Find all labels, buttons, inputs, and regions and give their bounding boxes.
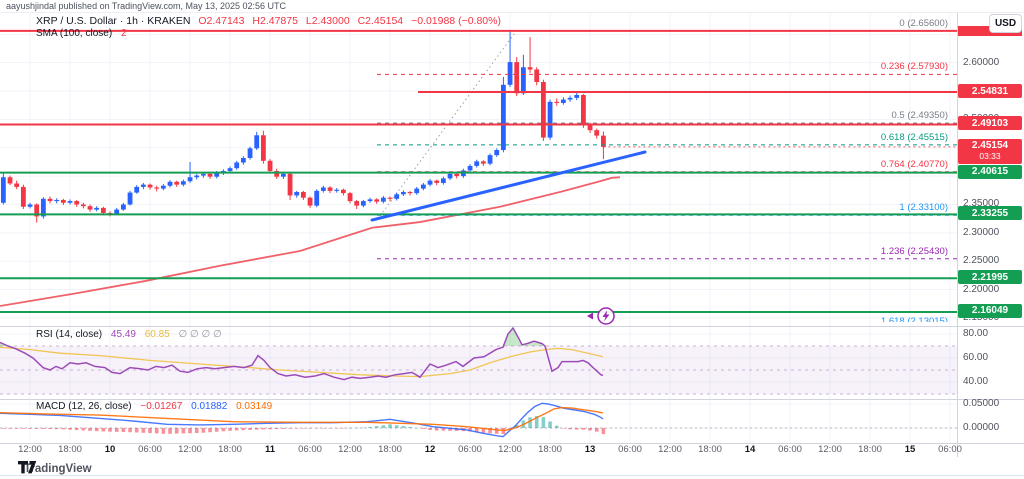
legend-close: C2.45154 — [357, 15, 404, 27]
quick-action-icon[interactable] — [587, 307, 615, 325]
rsi-legend[interactable]: RSI (14, close) 45.49 60.85 ∅ ∅ ∅ ∅ — [36, 329, 222, 340]
macd-legend-label: MACD (12, 26, close) — [36, 401, 132, 412]
rsi-ma-value: 60.85 — [144, 329, 170, 340]
fib-level-label: 0.236 (2.57930) — [880, 61, 948, 73]
time-axis-label: 18:00 — [858, 444, 882, 455]
time-axis-label: 18:00 — [378, 444, 402, 455]
time-axis-label: 12:00 — [338, 444, 362, 455]
time-axis-label: 06:00 — [938, 444, 962, 455]
price-level-badge: 2.16049 — [958, 303, 1022, 318]
time-axis-label: 12:00 — [18, 444, 42, 455]
currency-toggle-button[interactable]: USD — [989, 14, 1022, 33]
fib-level-label: 0 (2.65600) — [899, 17, 948, 29]
legend-change: −0.01988 (−0.80%) — [411, 15, 501, 27]
price-axis-label: 2.30000 — [963, 226, 1000, 238]
price-axis-label: 2.25000 — [963, 255, 1000, 267]
rsi-axis-label: 40.00 — [963, 376, 989, 387]
time-axis-label: 18:00 — [698, 444, 722, 455]
symbol-legend[interactable]: XRP / U.S. Dollar · 1h · KRAKEN O2.47143… — [36, 15, 501, 27]
price-level-badge: 2.54831 — [958, 84, 1022, 98]
time-axis-label: 12 — [424, 444, 436, 455]
macd-line-value: 0.01882 — [191, 401, 228, 412]
fib-level-label: 0.618 (2.45515) — [880, 131, 948, 143]
time-axis-label: 18:00 — [218, 444, 242, 455]
rsi-legend-label: RSI (14, close) — [36, 329, 103, 340]
time-axis-label: 06:00 — [618, 444, 642, 455]
time-axis-label: 12:00 — [818, 444, 842, 455]
time-axis-label: 11 — [264, 444, 276, 455]
bar-countdown: 03:33 — [979, 151, 1001, 162]
time-axis-label: 12:00 — [498, 444, 522, 455]
tradingview-logo-icon — [18, 461, 37, 474]
sma-legend-label: SMA (100, close) — [36, 28, 113, 39]
price-axis-label: 2.35000 — [963, 198, 1000, 210]
footer-brand[interactable]: TradingView — [18, 461, 92, 476]
price-level-badge: 2.49103 — [958, 116, 1022, 131]
time-axis-label: 14 — [744, 444, 756, 455]
price-axis-label: 2.60000 — [963, 56, 1000, 68]
legend-high: H2.47875 — [252, 15, 298, 27]
price-level-badge: 2.21995 — [958, 270, 1022, 285]
time-axis-label: 18:00 — [58, 444, 82, 455]
tradingview-brand-text: TradingView — [24, 462, 92, 475]
price-axis-label: 2.20000 — [963, 283, 1000, 295]
symbol-title[interactable]: XRP / U.S. Dollar · 1h · KRAKEN — [36, 15, 191, 27]
time-axis-label: 06:00 — [778, 444, 802, 455]
rsi-hidden-values: ∅ ∅ ∅ ∅ — [178, 329, 222, 340]
macd-axis-label: 0.00000 — [963, 422, 1000, 433]
time-axis-label: 12:00 — [658, 444, 682, 455]
time-axis-label: 06:00 — [138, 444, 162, 455]
fib-level-label: 1 (2.33100) — [899, 202, 948, 214]
time-axis[interactable]: 12:00 18:00 10 06:00 12:00 18:00 11 06:00 12:00 1… — [0, 444, 962, 458]
macd-hist-value: −0.01267 — [140, 401, 183, 412]
price-level-badge: 2.33255 — [958, 206, 1022, 221]
fib-level-label: 0.764 (2.40770) — [880, 158, 948, 170]
rsi-value: 45.49 — [110, 329, 136, 340]
time-axis-label: 06:00 — [298, 444, 322, 455]
fib-level-label: 1.236 (2.25430) — [880, 245, 948, 257]
publish-caption: aayushjindal published on TradingView.co… — [6, 1, 287, 11]
time-axis-label: 12:00 — [178, 444, 202, 455]
time-axis-label: 13 — [584, 444, 596, 455]
rsi-axis-label: 60.00 — [963, 352, 989, 363]
time-axis-label: 18:00 — [538, 444, 562, 455]
fib-level-label: 0.5 (2.49350) — [891, 110, 948, 122]
price-level-badge: 2.40615 — [958, 164, 1022, 179]
legend-low: L2.43000 — [305, 15, 350, 27]
fib-level-label: 1.618 (2.13015) — [880, 316, 948, 322]
time-axis-label: 10 — [104, 444, 116, 455]
rsi-axis-label: 80.00 — [963, 328, 989, 339]
legend-open: O2.47143 — [198, 15, 245, 27]
time-axis-label: 06:00 — [458, 444, 482, 455]
time-axis-label: 15 — [904, 444, 916, 455]
macd-axis-label: 0.05000 — [963, 398, 1000, 409]
macd-legend[interactable]: MACD (12, 26, close) −0.01267 0.01882 0.… — [36, 401, 272, 412]
macd-signal-value: 0.03149 — [236, 401, 273, 412]
price-axis[interactable]: USD 2.600002.500002.400002.350002.300002… — [958, 0, 1024, 479]
current-price-badge: 2.45154 03:33 — [958, 138, 1022, 164]
sma-legend-value: 2 — [120, 28, 127, 39]
fib-retracement-labels: 0 (2.65600) 0.236 (2.57930) 0.5 (2.49350) 0… — [0, 12, 948, 322]
sma-legend[interactable]: SMA (100, close) 2 — [36, 28, 127, 39]
